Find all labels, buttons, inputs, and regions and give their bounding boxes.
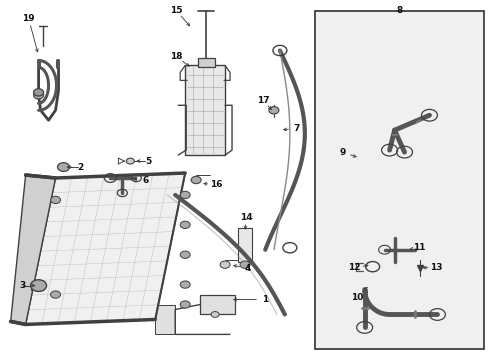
Circle shape — [180, 221, 190, 229]
Circle shape — [180, 251, 190, 258]
Circle shape — [50, 291, 61, 298]
Circle shape — [30, 280, 47, 292]
Circle shape — [211, 311, 219, 318]
Text: 18: 18 — [170, 52, 182, 61]
Bar — [198, 58, 215, 67]
Text: 14: 14 — [240, 213, 252, 222]
Text: 13: 13 — [430, 263, 442, 272]
Circle shape — [220, 261, 230, 268]
Circle shape — [240, 261, 250, 268]
Polygon shape — [25, 173, 185, 324]
Bar — [155, 305, 175, 334]
Text: 16: 16 — [210, 180, 222, 189]
Text: 11: 11 — [413, 243, 426, 252]
Text: 17: 17 — [257, 96, 270, 105]
Text: 19: 19 — [23, 14, 35, 23]
Polygon shape — [11, 175, 55, 324]
Text: 10: 10 — [351, 293, 364, 302]
Bar — [200, 294, 235, 315]
Text: 9: 9 — [340, 148, 346, 157]
Circle shape — [180, 281, 190, 288]
Circle shape — [180, 301, 190, 308]
Text: 6: 6 — [142, 176, 148, 185]
Circle shape — [34, 92, 44, 99]
Bar — [185, 66, 225, 155]
Circle shape — [191, 176, 201, 184]
Bar — [315, 11, 484, 349]
Text: 12: 12 — [348, 263, 361, 272]
Text: 1: 1 — [262, 295, 268, 304]
Text: 7: 7 — [294, 124, 300, 133]
Circle shape — [269, 107, 279, 114]
Circle shape — [126, 158, 134, 164]
Text: 2: 2 — [77, 163, 84, 172]
Text: 15: 15 — [170, 6, 182, 15]
Text: 5: 5 — [145, 157, 151, 166]
Text: 8: 8 — [396, 6, 403, 15]
Circle shape — [50, 196, 61, 204]
Circle shape — [57, 163, 70, 171]
Text: 4: 4 — [245, 264, 251, 273]
Circle shape — [34, 89, 44, 96]
Text: 3: 3 — [20, 281, 26, 290]
Bar — [238, 228, 252, 262]
Circle shape — [180, 191, 190, 199]
